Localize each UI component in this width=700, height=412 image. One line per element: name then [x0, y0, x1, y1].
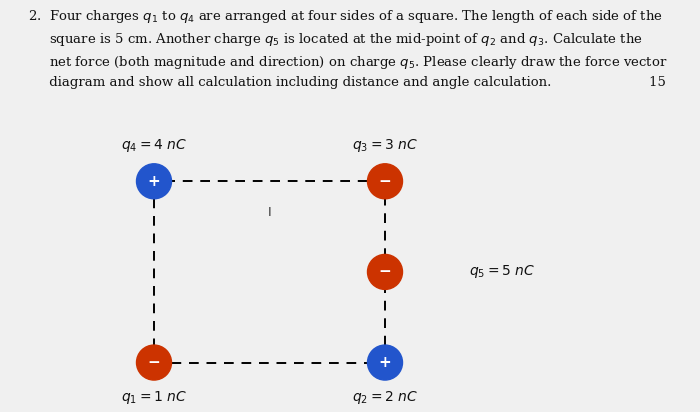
- Text: −: −: [379, 174, 391, 189]
- Text: +: +: [379, 355, 391, 370]
- Ellipse shape: [368, 255, 402, 289]
- Text: $q_2 = 2\ nC$: $q_2 = 2\ nC$: [352, 389, 418, 406]
- Text: net force (both magnitude and direction) on charge $q_5$. Please clearly draw th: net force (both magnitude and direction)…: [28, 54, 668, 70]
- Text: diagram and show all calculation including distance and angle calculation.      : diagram and show all calculation includi…: [28, 76, 666, 89]
- Text: 2.  Four charges $q_1$ to $q_4$ are arranged at four sides of a square. The leng: 2. Four charges $q_1$ to $q_4$ are arran…: [28, 8, 663, 25]
- Ellipse shape: [136, 345, 172, 380]
- Text: $q_3 = 3\ nC$: $q_3 = 3\ nC$: [352, 138, 418, 154]
- Text: −: −: [148, 355, 160, 370]
- Ellipse shape: [136, 164, 172, 199]
- Text: $q_4 = 4\ nC$: $q_4 = 4\ nC$: [121, 138, 187, 154]
- Text: +: +: [148, 174, 160, 189]
- Text: $q_5 = 5\ nC$: $q_5 = 5\ nC$: [469, 263, 536, 281]
- Text: square is 5 cm. Another charge $q_5$ is located at the mid-point of $q_2$ and $q: square is 5 cm. Another charge $q_5$ is …: [28, 31, 643, 48]
- Ellipse shape: [368, 345, 402, 380]
- Text: −: −: [379, 265, 391, 279]
- Text: $q_1 = 1\ nC$: $q_1 = 1\ nC$: [121, 389, 187, 406]
- Ellipse shape: [368, 164, 402, 199]
- Text: I: I: [267, 206, 272, 219]
